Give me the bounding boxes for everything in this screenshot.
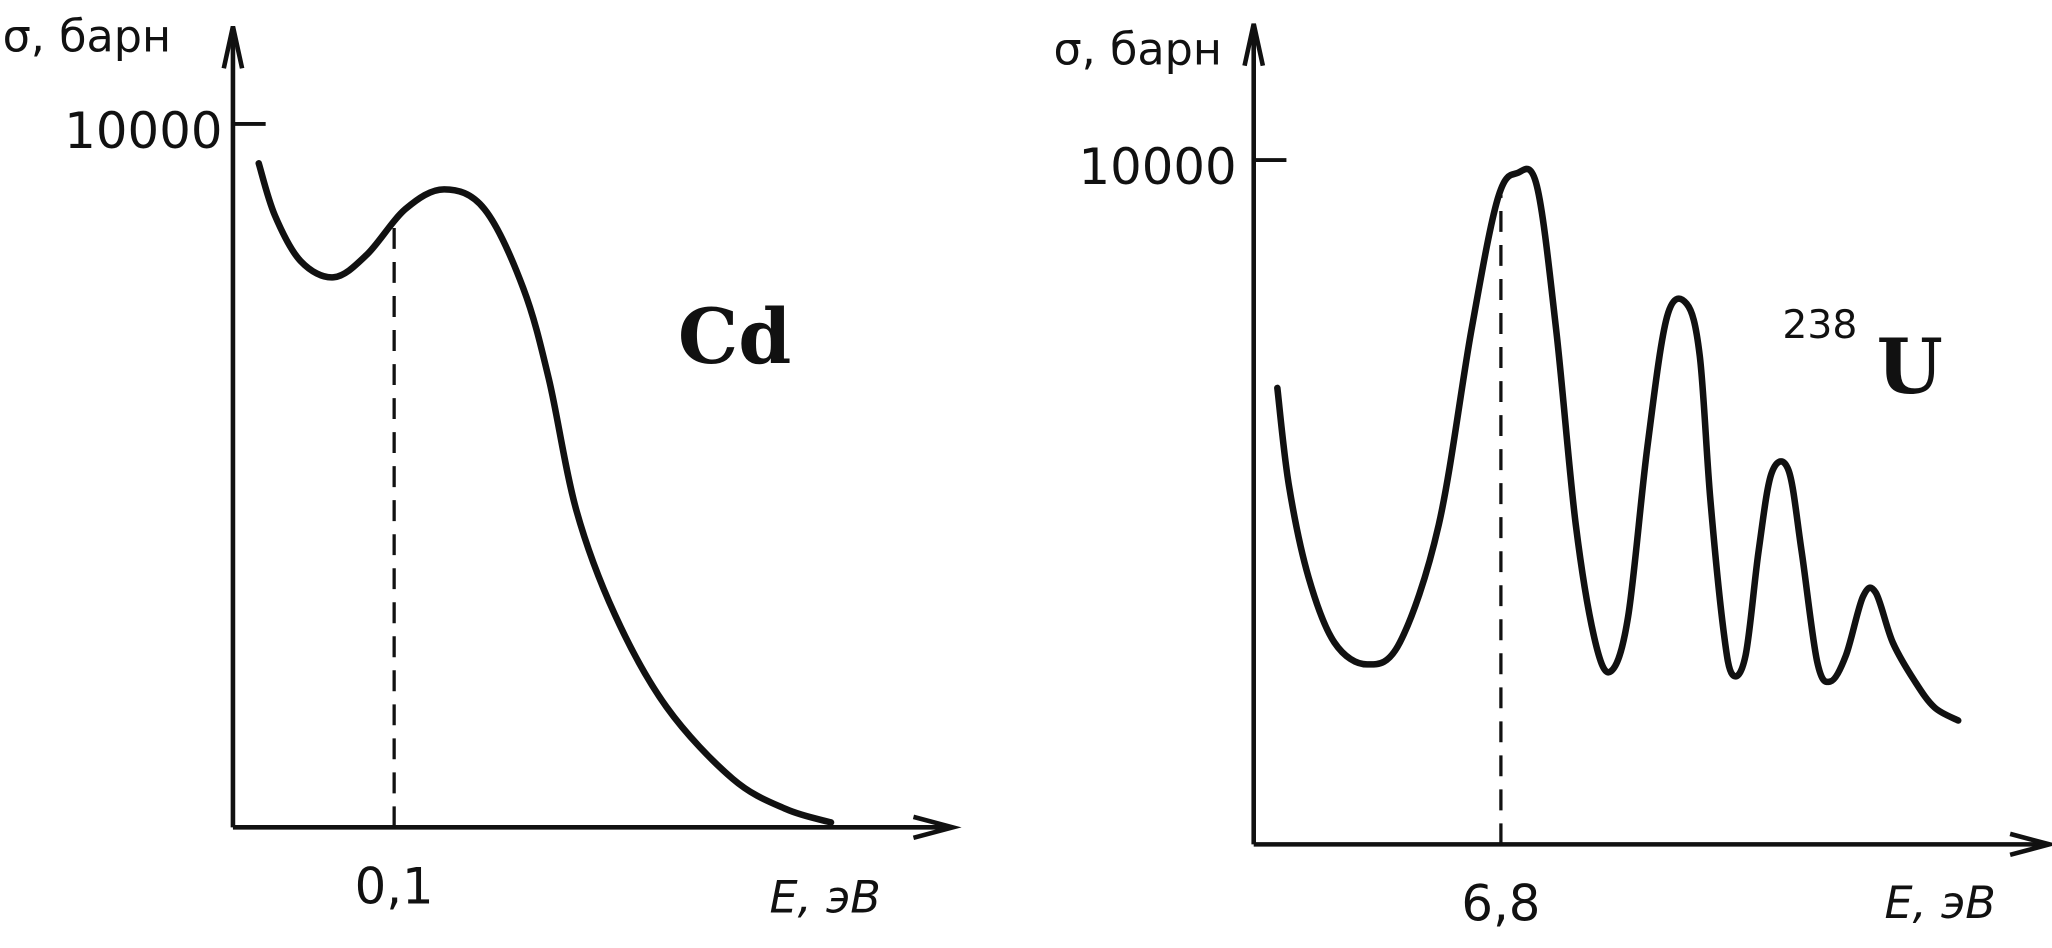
y-axis-label: σ, барн [3,12,172,63]
x-tick-label: 6,8 [1461,875,1540,933]
mass-number: 238 [1782,303,1857,348]
y-tick-label: 10000 [64,102,222,160]
y-tick-label: 10000 [1079,138,1237,196]
y-axis-label: σ, барн [1053,25,1222,76]
y-axis-arrow [1242,23,1266,67]
x-axis-label: E, эВ [1884,878,1995,929]
x-axis-arrow [2009,831,2052,858]
element-label: U [1877,322,1943,411]
x-tick-label: 0,1 [355,858,434,916]
y-axis-arrow [221,25,245,69]
chart: σ, барн E, эВ 10000 0,1 Cd [3,12,962,924]
curve [255,160,835,826]
curve [1274,165,1962,724]
element-label: Cd [678,292,791,381]
x-axis-label: E, эВ [770,873,881,924]
x-axis-arrow [912,814,962,841]
chart: σ, барн E, эВ 10000 6,8 238 U [1053,23,2052,933]
